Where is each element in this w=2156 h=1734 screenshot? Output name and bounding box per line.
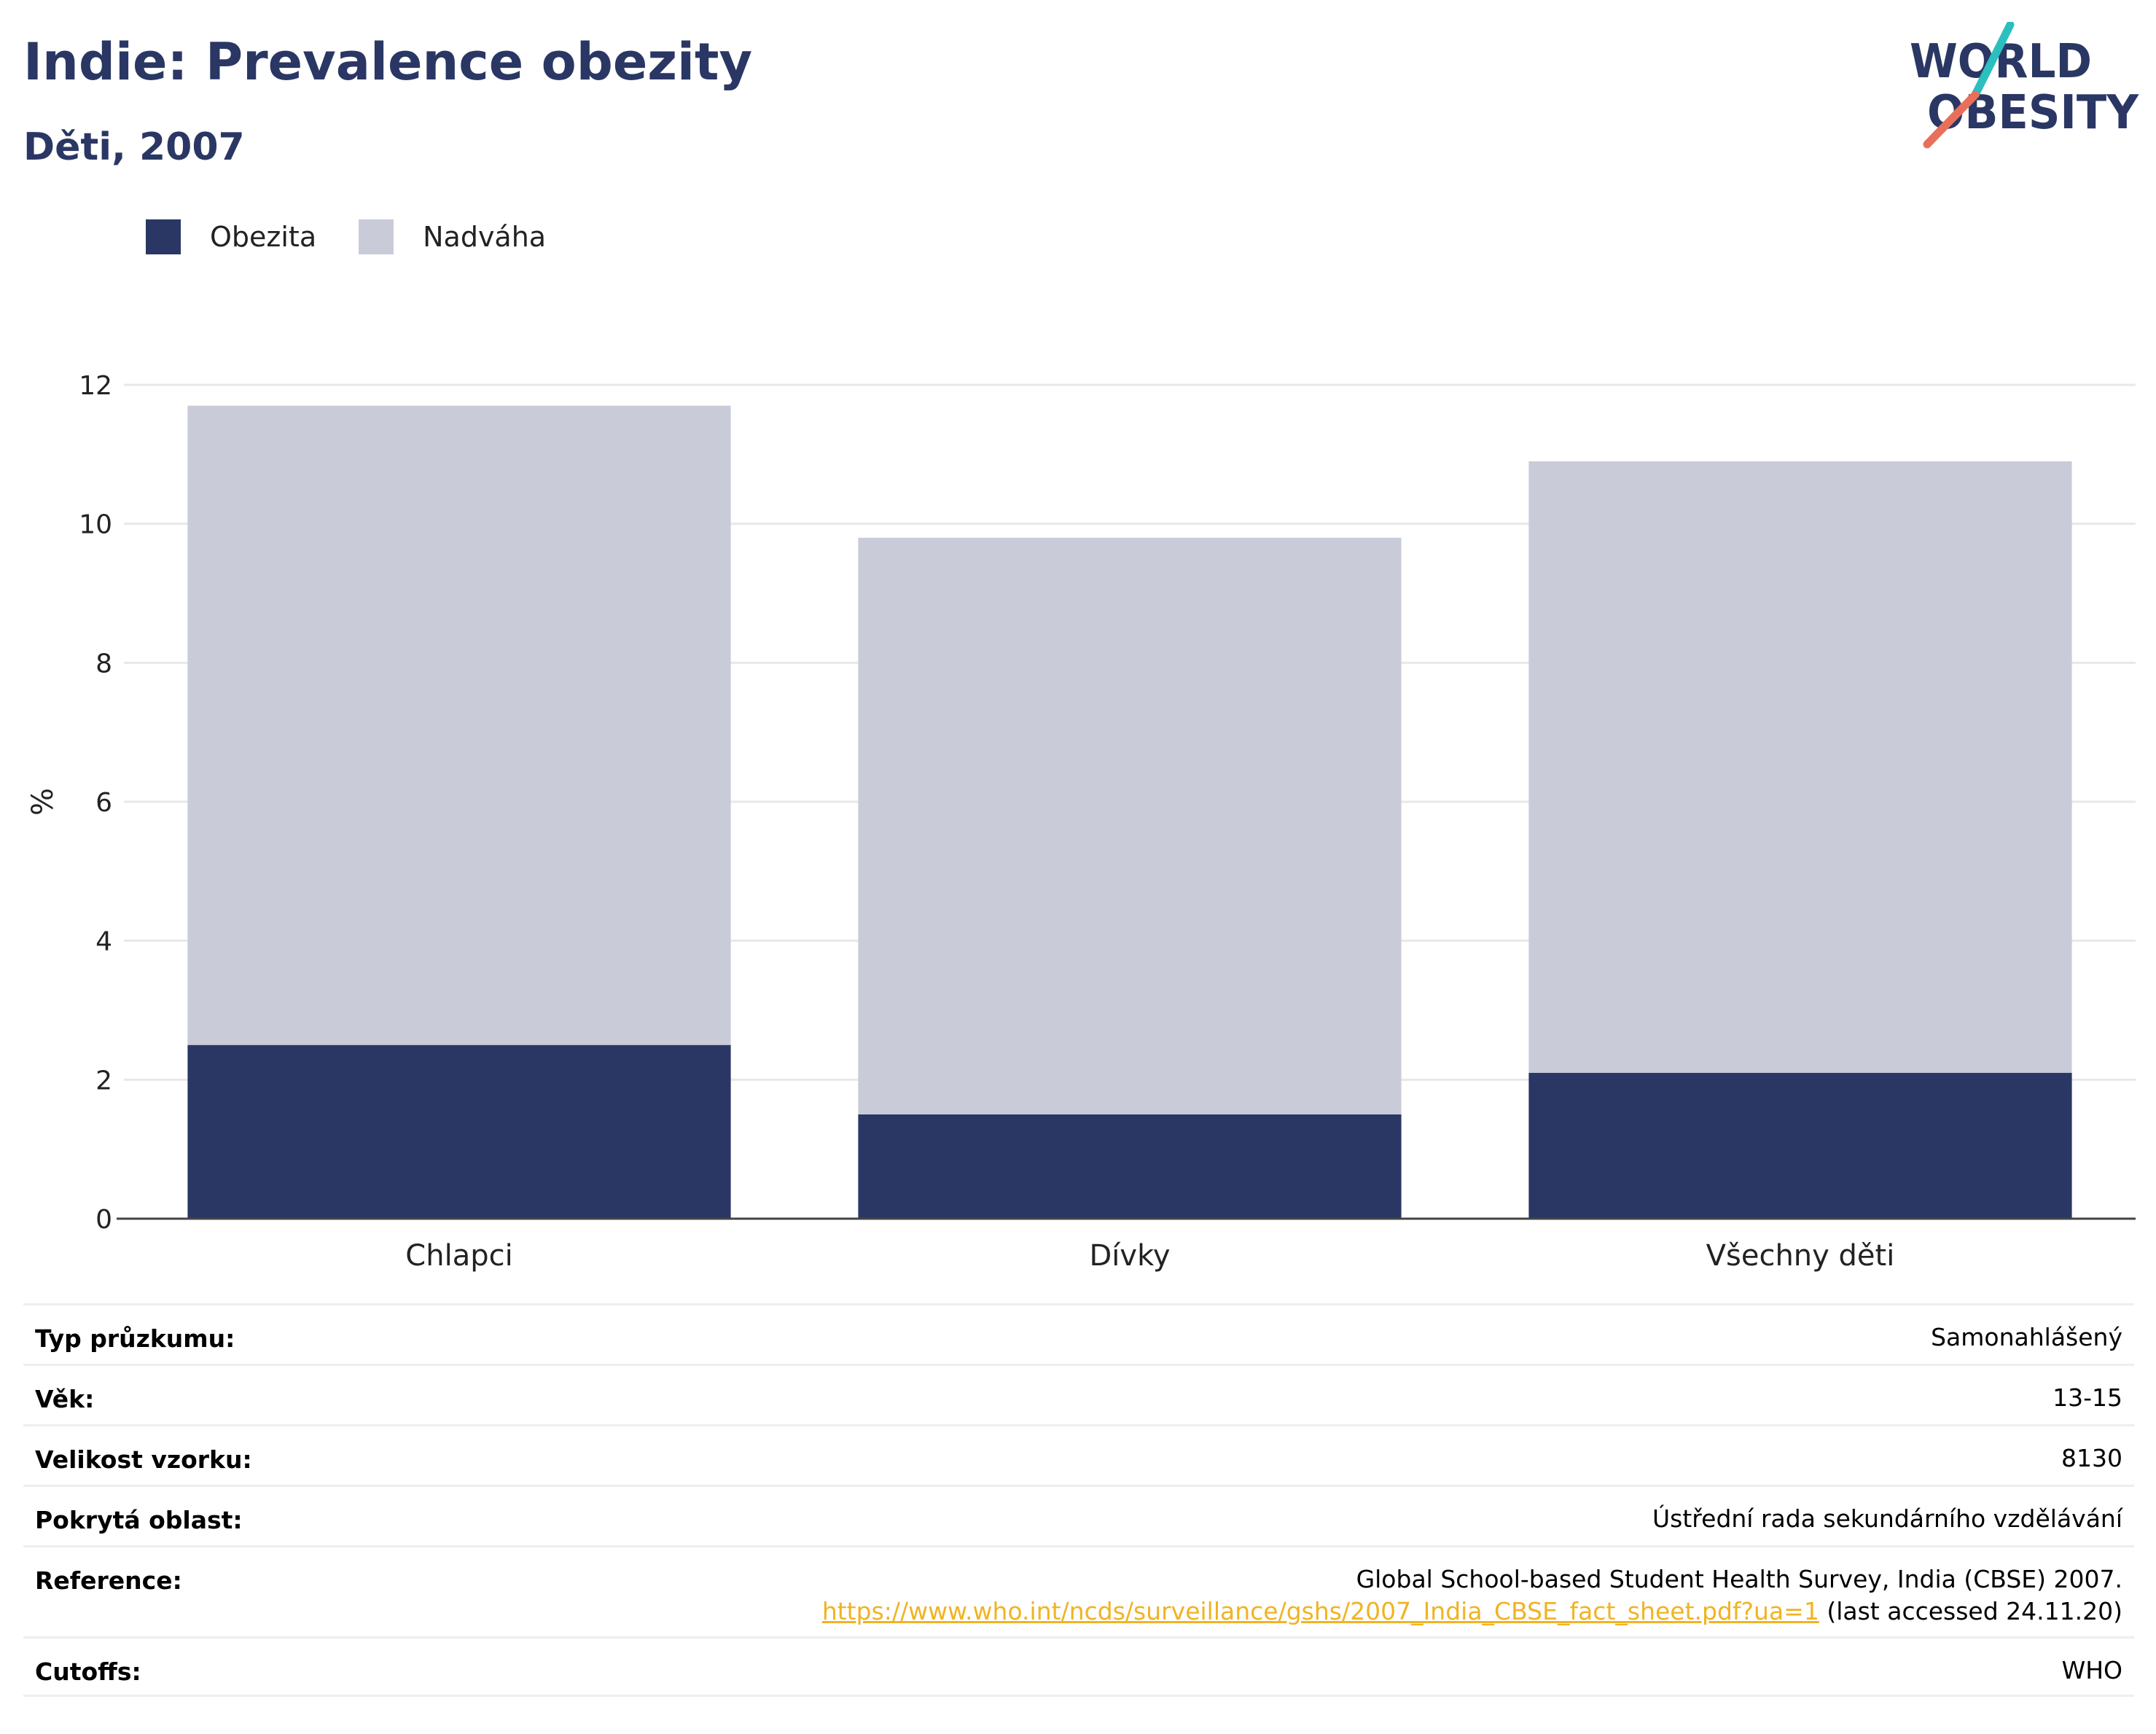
info-value-cutoffs: WHO	[2061, 1656, 2122, 1684]
legend-swatch-overweight	[359, 219, 394, 254]
logo-slash-coral	[1923, 90, 1980, 149]
info-label-age: Věk:	[35, 1385, 95, 1413]
info-label-reference: Reference:	[35, 1566, 182, 1595]
info-label-sample-size: Velikost vzorku:	[35, 1445, 252, 1474]
info-label-survey-type: Typ průzkumu:	[35, 1324, 235, 1353]
survey-info-table: Typ průzkumu: Samonahlášený Věk: 13-15 V…	[23, 1303, 2134, 1697]
legend-label-overweight: Nadváha	[423, 221, 547, 253]
x-tick-label: Dívky	[1090, 1239, 1171, 1273]
x-tick-label: Chlapci	[405, 1239, 512, 1273]
legend-item-overweight[interactable]: Nadváha	[359, 219, 546, 254]
y-tick-label: 10	[79, 510, 112, 540]
world-obesity-logo: WORLD OBESITY	[1910, 22, 2139, 149]
bar-obesity	[858, 1114, 1402, 1219]
y-tick-label: 8	[95, 649, 112, 679]
info-row-area: Pokrytá oblast: Ústřední rada sekundární…	[23, 1485, 2134, 1545]
bar-overweight	[858, 537, 1402, 1114]
bar-chart: 0 2 4 6 8 10 12% Chlapci Dívky Všechny děti	[26, 371, 2136, 1273]
info-row-age: Věk: 13-15	[23, 1364, 2134, 1424]
info-value-area: Ústřední rada sekundárního vzdělávání	[1652, 1504, 2122, 1533]
logo-slash-teal	[1971, 22, 2015, 99]
bar-overweight	[1528, 461, 2072, 1073]
bar-overweight	[187, 405, 731, 1045]
y-axis-title: %	[26, 788, 60, 816]
y-tick-label: 2	[95, 1066, 112, 1096]
info-value-age: 13-15	[2053, 1383, 2122, 1412]
reference-link[interactable]: https://www.who.int/ncds/surveillance/gs…	[821, 1597, 1819, 1625]
y-tick-label: 6	[95, 788, 112, 818]
info-row-cutoffs: Cutoffs: WHO	[23, 1636, 2134, 1697]
y-tick-label: 0	[95, 1205, 112, 1235]
x-tick-label: Všechny děti	[1706, 1239, 1895, 1273]
legend-label-obesity: Obezita	[210, 221, 317, 253]
info-value-reference: Global School-based Student Health Surve…	[822, 1563, 2122, 1628]
y-tick-label: 4	[95, 927, 112, 957]
info-value-survey-type: Samonahlášený	[1931, 1323, 2122, 1351]
info-row-sample-size: Velikost vzorku: 8130	[23, 1424, 2134, 1485]
bar-obesity	[187, 1044, 731, 1219]
legend-item-obesity[interactable]: Obezita	[146, 219, 316, 254]
reference-accessed: (last accessed 24.11.20)	[1819, 1597, 2122, 1625]
legend: Obezita Nadváha	[146, 219, 588, 255]
info-label-area: Pokrytá oblast:	[35, 1506, 243, 1534]
y-tick-label: 12	[79, 371, 112, 401]
info-value-sample-size: 8130	[2061, 1444, 2122, 1472]
info-row-reference: Reference: Global School-based Student H…	[23, 1545, 2134, 1636]
page-subtitle: Děti, 2007	[23, 125, 245, 169]
legend-swatch-obesity	[146, 219, 181, 254]
page-title: Indie: Prevalence obezity	[23, 32, 753, 92]
reference-text: Global School-based Student Health Surve…	[1356, 1565, 2122, 1593]
info-row-survey-type: Typ průzkumu: Samonahlášený	[23, 1303, 2134, 1364]
bar-obesity	[1528, 1072, 2072, 1219]
info-label-cutoffs: Cutoffs:	[35, 1657, 141, 1686]
